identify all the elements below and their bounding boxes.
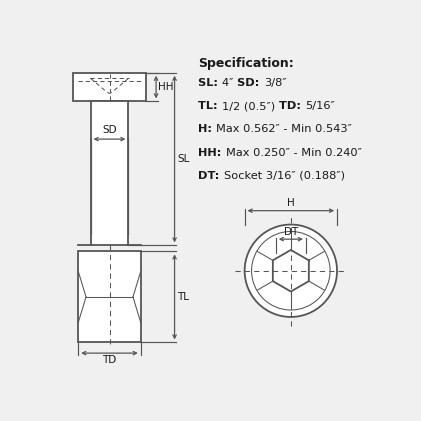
Text: HH:: HH:: [198, 147, 226, 157]
Text: HH: HH: [158, 82, 174, 92]
Text: Max 0.562″ - Min 0.543″: Max 0.562″ - Min 0.543″: [216, 125, 352, 134]
Text: SD: SD: [102, 125, 117, 135]
Text: H:: H:: [198, 125, 216, 134]
Text: Specification:: Specification:: [198, 57, 294, 70]
Text: SL:: SL:: [198, 78, 222, 88]
Bar: [91, 101, 128, 245]
Text: DT: DT: [284, 227, 298, 237]
Text: H: H: [287, 198, 295, 208]
Text: SL: SL: [177, 154, 189, 164]
Text: TL:: TL:: [198, 101, 222, 111]
Text: TD: TD: [102, 355, 117, 365]
Text: 1/2 (0.5″): 1/2 (0.5″): [222, 101, 279, 111]
Bar: [78, 251, 141, 342]
Text: DT:: DT:: [198, 171, 224, 181]
Text: Socket 3/16″ (0.188″): Socket 3/16″ (0.188″): [224, 171, 345, 181]
Text: 5/16″: 5/16″: [305, 101, 335, 111]
Text: 3/8″: 3/8″: [264, 78, 286, 88]
Bar: [73, 73, 146, 101]
Circle shape: [245, 224, 337, 317]
Text: TD:: TD:: [279, 101, 305, 111]
Text: SD:: SD:: [237, 78, 264, 88]
Text: Max 0.250″ - Min 0.240″: Max 0.250″ - Min 0.240″: [226, 147, 362, 157]
Text: TL: TL: [177, 292, 189, 302]
Text: 4″: 4″: [222, 78, 237, 88]
